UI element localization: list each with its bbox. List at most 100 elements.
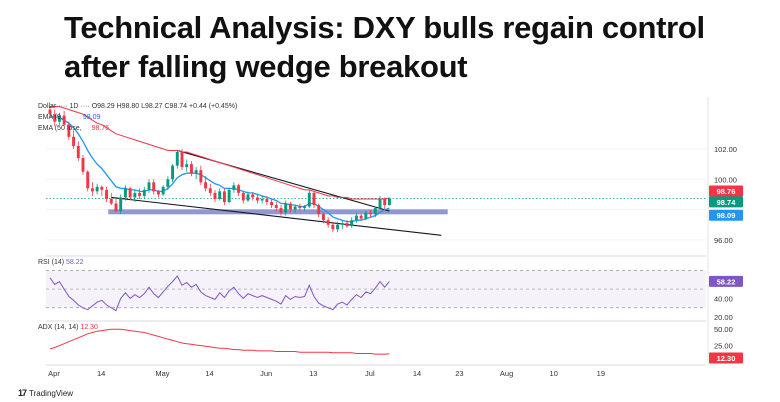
- candle-body: [133, 192, 137, 198]
- candle: [72, 130, 76, 149]
- candle-body: [317, 205, 321, 215]
- time-axis-label: 10: [550, 369, 558, 378]
- candle: [171, 164, 175, 183]
- ema9-price-badge-bg: [709, 209, 743, 221]
- ema50-price-badge: 98.76: [709, 185, 743, 197]
- price-axis-tick: 100.00: [714, 175, 737, 184]
- candle-body: [171, 165, 175, 180]
- rsi-legend[interactable]: RSI (14) 58.22: [38, 259, 84, 266]
- candle: [204, 176, 208, 192]
- support-zone: [108, 209, 448, 215]
- candle: [123, 185, 127, 201]
- adx-axis-tick: 25.00: [714, 342, 733, 351]
- candle: [218, 188, 222, 201]
- candle: [326, 217, 330, 228]
- candle-body: [194, 170, 198, 174]
- candle-body: [255, 197, 259, 201]
- legend-separator: ····: [58, 103, 68, 110]
- candle-body: [218, 191, 222, 199]
- candle: [81, 155, 85, 175]
- adx-legend-label: ADX (14, 14): [38, 324, 79, 331]
- candle: [255, 194, 259, 204]
- candle-body: [274, 205, 278, 209]
- candle-body: [213, 192, 217, 199]
- candle: [147, 179, 151, 193]
- candle: [95, 183, 99, 195]
- candle-body: [251, 194, 255, 198]
- candle-body: [312, 192, 316, 206]
- candle-body: [331, 224, 335, 230]
- rsi-line: [49, 275, 390, 312]
- candle-body: [227, 189, 231, 202]
- candle-body: [105, 189, 109, 199]
- ema50-price-badge-text: 98.76: [717, 187, 736, 196]
- close-price-badge: 98.74: [709, 196, 743, 208]
- rsi-value-badge: 58.22: [709, 275, 743, 287]
- main-series-legend[interactable]: Dollar ···· 1D ···· O98.29 H98.80 L98.27…: [38, 103, 237, 110]
- ema9-legend[interactable]: EMA (9, 98.09: [38, 114, 100, 121]
- tradingview-chart[interactable]: 102.00 100.00 96.00 98.76 98.74 98.09 40.00 20.…: [16, 97, 745, 382]
- price-axis-tick: 102.00: [714, 145, 737, 154]
- candle-body: [119, 197, 123, 212]
- adx-line: [49, 328, 390, 355]
- candle: [213, 189, 217, 202]
- ema9-price-badge: 98.09: [709, 209, 743, 221]
- candle: [359, 214, 363, 221]
- candle: [133, 189, 137, 202]
- adx-value-badge: 12.30: [709, 352, 743, 364]
- candle: [354, 212, 358, 224]
- candle: [317, 203, 321, 218]
- candle: [90, 182, 94, 196]
- time-axis-label: 19: [597, 369, 605, 378]
- candle: [251, 192, 255, 201]
- candle-body: [350, 220, 354, 227]
- candle: [86, 170, 90, 192]
- candle: [350, 217, 354, 228]
- candle-body: [288, 203, 292, 210]
- candle-body: [284, 203, 288, 213]
- ema50-legend-suffix: lose,: [66, 125, 82, 132]
- candle: [369, 209, 373, 218]
- candle: [345, 220, 349, 228]
- candle: [185, 159, 189, 172]
- candle: [57, 112, 61, 125]
- candle: [241, 191, 245, 204]
- candle: [62, 111, 66, 127]
- candle-body: [298, 206, 302, 209]
- candle: [298, 203, 302, 212]
- candle-body: [147, 182, 151, 190]
- candle-body: [241, 192, 245, 201]
- candle: [387, 197, 391, 206]
- candle: [180, 148, 184, 171]
- candle-body: [373, 208, 377, 215]
- candle: [288, 201, 292, 213]
- ema50-legend-value: 98.76: [91, 125, 110, 132]
- candle: [114, 198, 118, 213]
- time-axis-label: 14: [413, 369, 421, 378]
- legend-ohlc: O98.29 H98.80 L98.27 C98.74 +0.44 (+0.45…: [91, 103, 238, 110]
- candle: [303, 205, 307, 212]
- candle-body: [265, 198, 269, 202]
- legend-interval: 1D: [69, 103, 79, 110]
- rsi-legend-label: RSI (14): [38, 259, 65, 266]
- chart-canvas[interactable]: 102.00 100.00 96.00 98.76 98.74 98.09 40.00 20.…: [16, 97, 745, 382]
- tradingview-attribution[interactable]: 17 TradingView: [18, 388, 73, 398]
- candle-body: [152, 182, 156, 192]
- candle-body: [90, 188, 94, 192]
- price-pane: [46, 97, 706, 252]
- article-headline: Technical Analysis: DXY bulls regain con…: [64, 10, 705, 84]
- adx-legend[interactable]: ADX (14, 14) 12.30: [38, 324, 98, 331]
- adx-value-badge-text: 12.30: [717, 354, 736, 363]
- candle: [227, 188, 231, 204]
- candle-body: [185, 164, 189, 168]
- candle: [336, 221, 340, 233]
- candle-body: [232, 185, 236, 190]
- candle: [321, 212, 325, 224]
- candle-body: [326, 220, 330, 225]
- candle: [189, 161, 193, 177]
- candle: [175, 150, 179, 169]
- ema50-legend[interactable]: EMA (50 lose, 98.76: [38, 125, 109, 132]
- candle-body: [237, 185, 241, 193]
- candle-body: [48, 109, 52, 115]
- candle-body: [364, 212, 368, 219]
